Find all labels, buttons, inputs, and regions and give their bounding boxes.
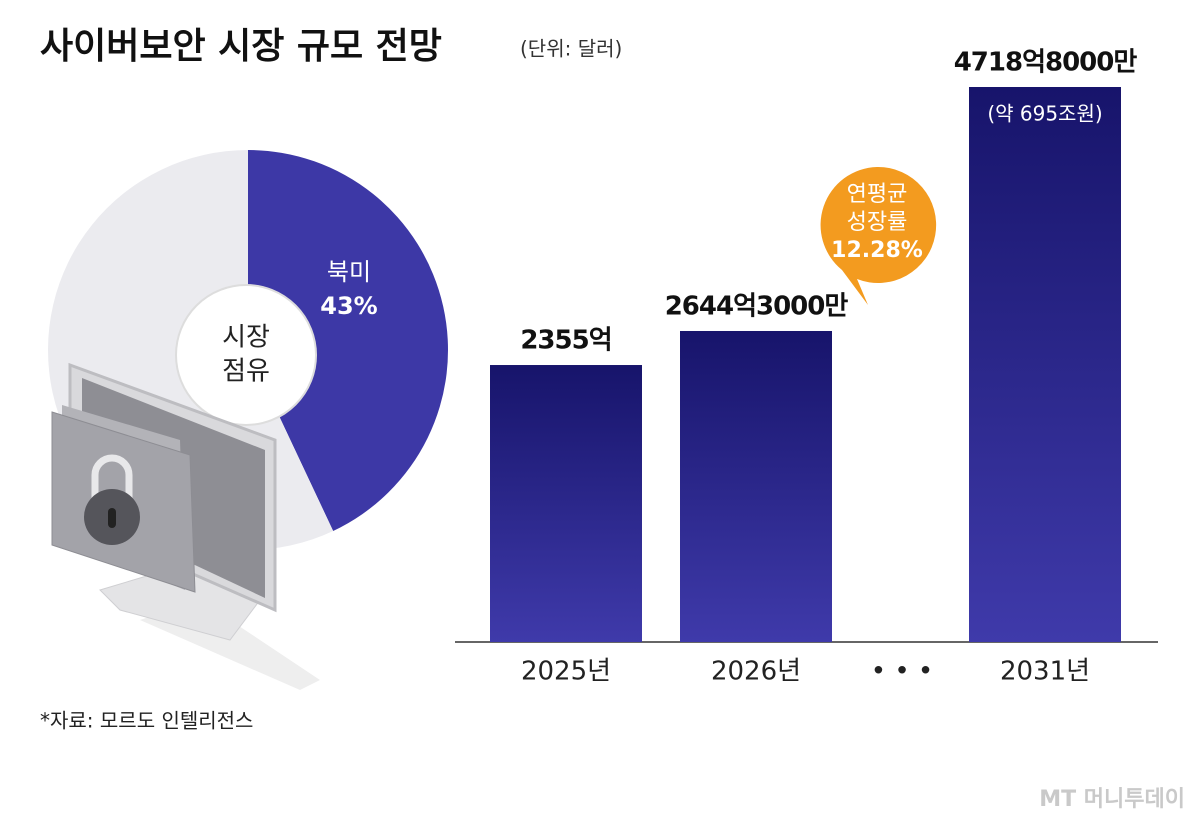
- chart-title: 사이버보안 시장 규모 전망: [40, 26, 442, 67]
- bar-value-label: 2644억3000만: [665, 291, 849, 321]
- pie-slice: [248, 150, 448, 531]
- slice-value-label: 43%: [320, 292, 377, 320]
- lock-shackle: [91, 454, 133, 505]
- bar: [969, 87, 1121, 642]
- x-tick-label: 2025년: [521, 657, 611, 687]
- keyhole: [108, 508, 116, 528]
- callout-text: 성장률: [847, 210, 908, 235]
- callout-text: 12.28%: [831, 238, 923, 263]
- center-label: 시장: [222, 323, 270, 353]
- center-circle: [175, 284, 317, 426]
- bar-value-label: 2355억: [520, 326, 611, 356]
- bar-value-label: 4718억8000만: [954, 48, 1138, 78]
- logo: MT 머니투데이: [1039, 787, 1185, 812]
- x-tick-label: 2026년: [711, 657, 801, 687]
- bar-chart: 2025년 2355억 2026년 2644억3000만 • • • 2031년 4718억…: [455, 48, 1158, 687]
- callout-bubble: [820, 166, 937, 305]
- center-label: 점유: [222, 357, 270, 387]
- x-tick-label: • • •: [871, 657, 934, 687]
- slice-label: 북미: [327, 258, 371, 286]
- source-note: *자료: 모르도 인텔리전스: [40, 709, 253, 733]
- x-tick-label: 2031년: [1000, 657, 1090, 687]
- bar: [490, 365, 642, 642]
- chart-subtitle: (단위: 달러): [520, 37, 622, 61]
- bar: [680, 330, 832, 642]
- monitor-illustration: [51, 362, 320, 690]
- bar-note: (약 695조원): [987, 102, 1102, 126]
- callout-text: 연평균: [847, 182, 908, 207]
